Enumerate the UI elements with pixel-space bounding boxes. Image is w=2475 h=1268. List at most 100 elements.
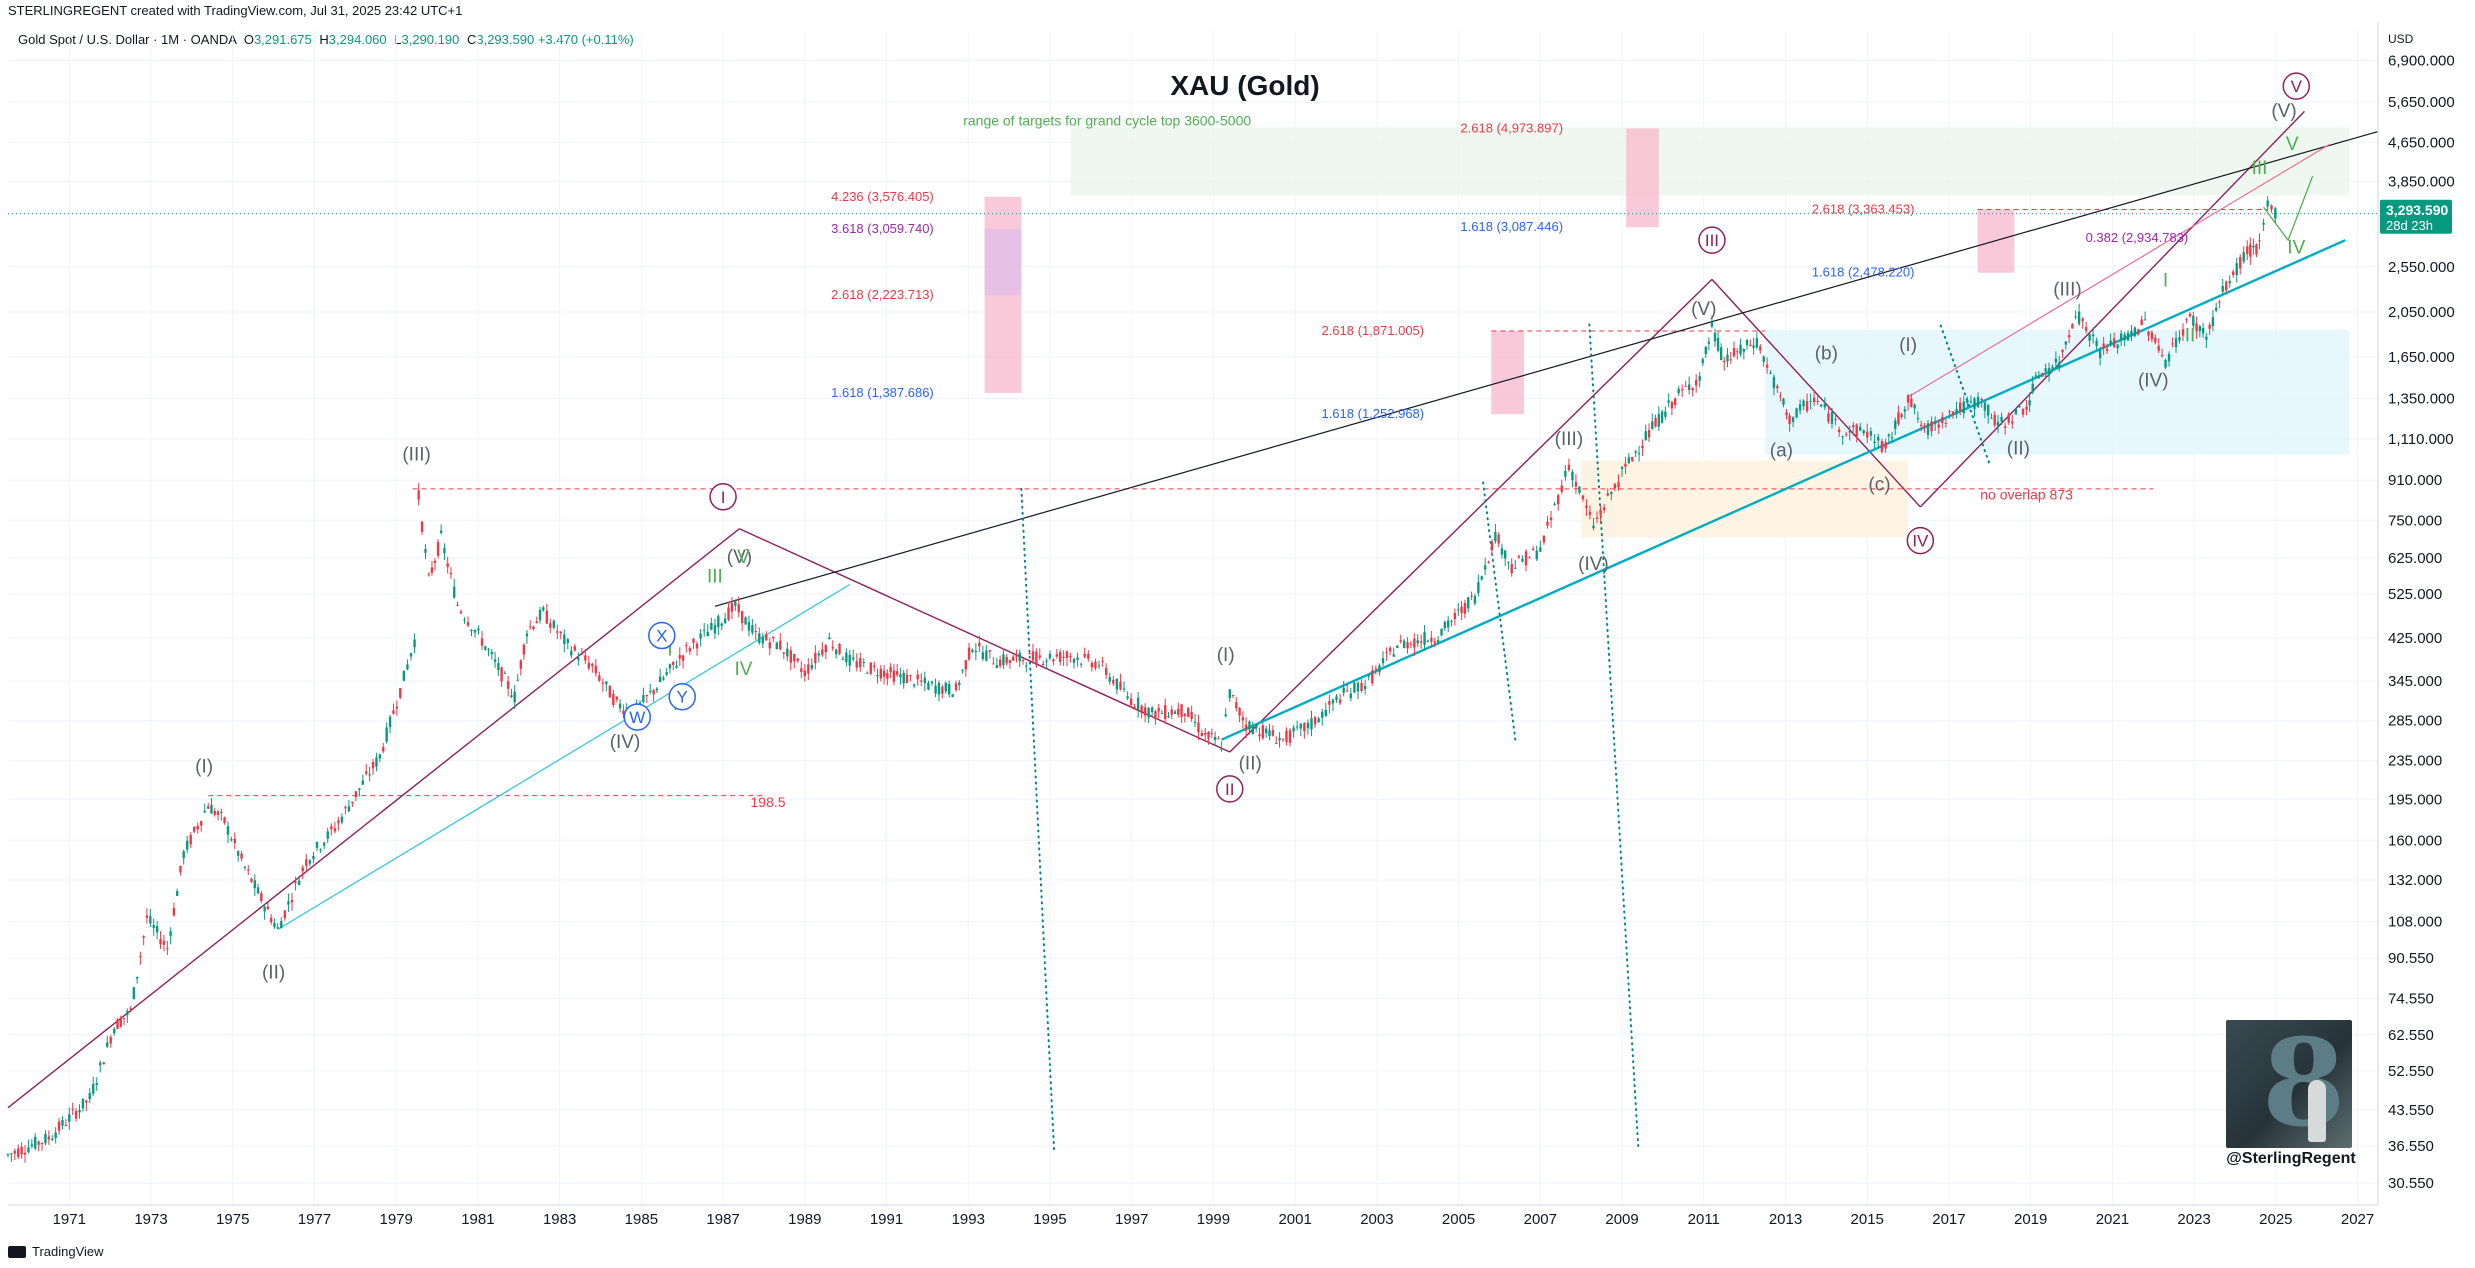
candle-body <box>1470 595 1473 597</box>
candle-body <box>99 1062 102 1066</box>
candle-body <box>347 806 351 812</box>
candle-body <box>473 629 477 633</box>
y-tick-label: 90.550 <box>2388 950 2434 967</box>
candle-body <box>1900 414 1903 417</box>
candle-body <box>882 670 886 677</box>
candle-body <box>834 649 838 655</box>
candle-body <box>1716 338 1720 351</box>
candle-body <box>2143 319 2147 321</box>
candle-body <box>1564 470 1567 477</box>
ohlc-high-value: 3,294.060 <box>328 32 387 47</box>
candle-body <box>838 644 841 654</box>
candle-body <box>1450 620 1453 622</box>
candle-body <box>1634 451 1637 453</box>
candle-body <box>1599 510 1602 515</box>
candle-body <box>230 839 233 841</box>
candle-body <box>1507 561 1510 563</box>
candle-body <box>1497 534 1500 544</box>
candle-body <box>1627 457 1631 463</box>
candle-body <box>1588 511 1592 515</box>
candle-body <box>612 693 615 706</box>
candle-body <box>1473 596 1477 604</box>
footer-brand: TradingView <box>32 1244 104 1259</box>
candle-body <box>1958 402 1962 412</box>
candle-body <box>122 1017 126 1019</box>
author-avatar: 8 <box>2226 1020 2352 1148</box>
candle-body <box>480 638 484 646</box>
candle-body <box>1887 434 1891 437</box>
candle-body <box>1906 395 1910 403</box>
candle-body <box>516 679 519 681</box>
candle-body <box>330 826 333 830</box>
candle-body <box>402 670 406 681</box>
candle-body <box>2011 421 2014 424</box>
candle-body <box>649 690 652 692</box>
cycle-line <box>1020 487 1056 1151</box>
candle-body <box>1510 564 1513 574</box>
candle-body <box>2102 343 2105 349</box>
candle-body <box>2061 349 2064 352</box>
candle-body <box>1430 637 1433 642</box>
candle-body <box>941 686 944 694</box>
candle-body <box>1542 535 1546 543</box>
y-tick-label: 62.550 <box>2388 1027 2434 1044</box>
candle-body <box>413 639 416 648</box>
candle-body <box>2025 406 2028 410</box>
candle-body <box>1567 464 1571 471</box>
wave-circle <box>1698 226 1726 254</box>
candle-body <box>1701 359 1704 364</box>
candle-body <box>740 611 744 623</box>
candle-body <box>909 675 912 677</box>
candle-body <box>1560 485 1563 492</box>
candle-body <box>510 695 513 697</box>
candle-body <box>1453 613 1457 620</box>
candle-body <box>717 616 720 628</box>
candle-body <box>1416 640 1419 644</box>
candle-body <box>354 791 358 798</box>
candle-body <box>2051 366 2054 370</box>
candle-body <box>2270 205 2273 210</box>
candle-body <box>392 710 395 714</box>
candle-body <box>824 645 828 653</box>
candle-body <box>1090 663 1094 668</box>
candle-body <box>706 632 709 637</box>
candle-body <box>27 1147 30 1153</box>
wave-label: IV <box>2287 237 2305 258</box>
candle-body <box>64 1124 68 1126</box>
wave-label: (b) <box>1815 344 1838 365</box>
candle-body <box>800 668 803 672</box>
candle-body <box>175 891 179 896</box>
candle-body <box>193 827 196 832</box>
candle-body <box>552 620 555 628</box>
candle-body <box>44 1133 47 1144</box>
candle-body <box>1820 404 1823 407</box>
wave-label: (V) <box>2271 101 2296 122</box>
candle-body <box>470 629 473 632</box>
x-tick-label: 1981 <box>461 1211 494 1228</box>
candle-body <box>1517 555 1521 558</box>
currency-label[interactable]: USD <box>2388 32 2414 46</box>
x-tick-label: 2023 <box>2177 1211 2210 1228</box>
candle-body <box>998 659 1002 666</box>
ohlc-close-value: 3,293.590 <box>476 32 535 47</box>
price-change: +3.470 (+0.11%) <box>537 32 634 47</box>
candle-body <box>213 810 216 815</box>
circled-wave-label: Y <box>677 688 688 707</box>
candle-body <box>340 816 344 823</box>
circled-wave-label: W <box>629 708 645 727</box>
fib-label: 2.618 (3,363.453) <box>1812 201 1915 216</box>
x-tick-label: 1991 <box>870 1211 903 1228</box>
candle-body <box>862 662 865 664</box>
x-tick-label: 1995 <box>1033 1211 1066 1228</box>
candle-body <box>13 1150 17 1154</box>
candle-body <box>1025 665 1028 667</box>
candle-body <box>754 631 757 633</box>
candle-body <box>1667 400 1670 403</box>
candle-body <box>652 690 655 695</box>
candle-body <box>315 841 319 848</box>
x-tick-label: 2011 <box>1688 1211 1720 1228</box>
candle-body <box>1654 417 1657 427</box>
candle-body <box>1310 718 1313 730</box>
candle-body <box>368 774 371 776</box>
